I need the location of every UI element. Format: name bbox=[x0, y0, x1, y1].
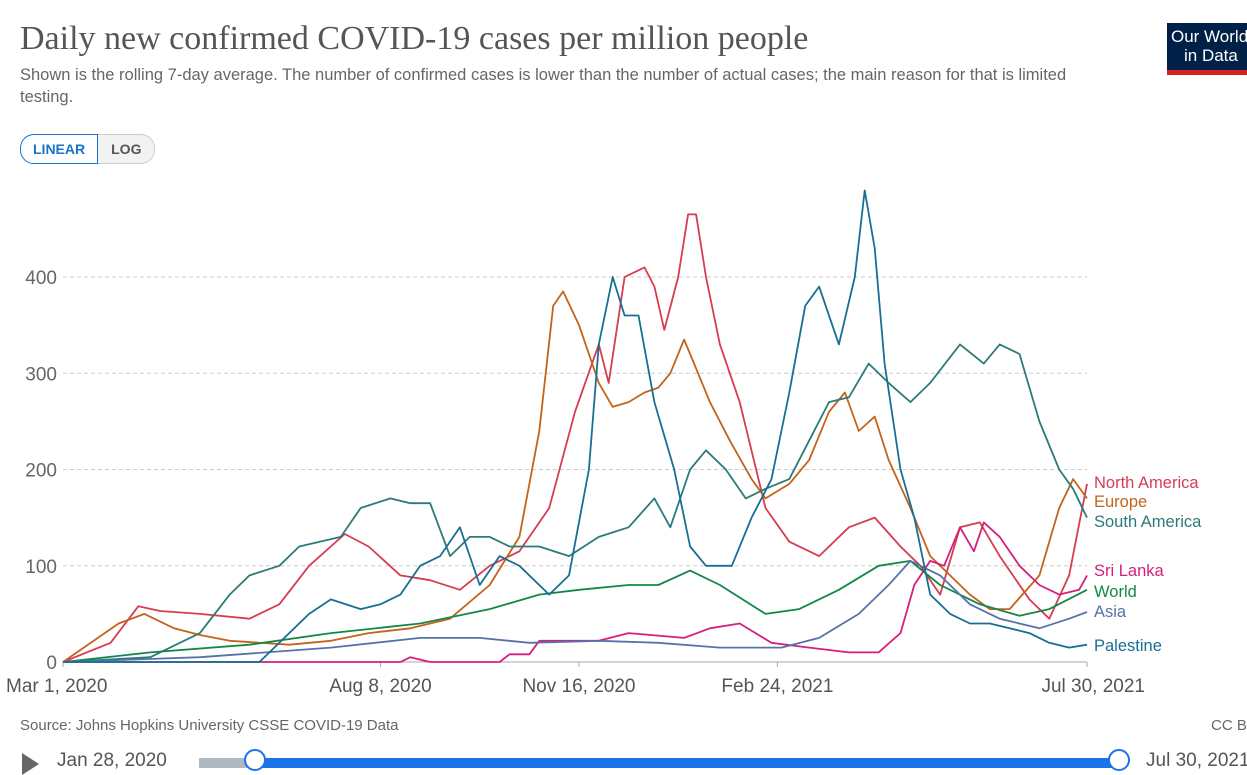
timeline-start-label: Jan 28, 2020 bbox=[57, 750, 167, 771]
series-line-south-america bbox=[62, 343, 1088, 663]
y-tick-label: 0 bbox=[46, 653, 57, 674]
license-link[interactable]: CC BY bbox=[1211, 717, 1247, 734]
x-tick-label: Nov 16, 2020 bbox=[522, 676, 635, 697]
series-line-palestine bbox=[63, 189, 1088, 663]
owid-logo[interactable]: Our World in Data bbox=[1167, 23, 1247, 75]
y-tick-label: 300 bbox=[25, 364, 57, 385]
series-label[interactable]: World bbox=[1094, 583, 1137, 601]
series-line-north-america bbox=[62, 213, 1088, 663]
chart-title: Daily new confirmed COVID-19 cases per m… bbox=[20, 20, 809, 57]
series-line-sri-lanka bbox=[63, 521, 1088, 663]
series-label[interactable]: Sri Lanka bbox=[1094, 562, 1165, 580]
series-line-europe bbox=[62, 290, 1088, 663]
log-button[interactable]: LOG bbox=[98, 134, 156, 164]
scale-toggle: LINEAR LOG bbox=[20, 134, 156, 164]
y-tick-label: 400 bbox=[25, 268, 57, 289]
series-line-asia bbox=[62, 560, 1088, 663]
linear-button[interactable]: LINEAR bbox=[20, 134, 99, 164]
chart-subtitle: Shown is the rolling 7-day average. The … bbox=[20, 66, 1067, 106]
x-tick-label: Aug 8, 2020 bbox=[329, 676, 431, 697]
logo-text: in Data bbox=[1184, 46, 1238, 65]
series-label[interactable]: Asia bbox=[1094, 603, 1127, 621]
y-tick-label: 200 bbox=[25, 461, 57, 482]
source-note[interactable]: Source: Johns Hopkins University CSSE CO… bbox=[20, 717, 399, 734]
timeline-selected-range[interactable] bbox=[254, 758, 1120, 768]
timeline-end-handle[interactable] bbox=[1108, 749, 1130, 771]
x-tick-label: Mar 1, 2020 bbox=[6, 676, 107, 697]
series-label[interactable]: South America bbox=[1094, 513, 1202, 531]
x-tick-label: Feb 24, 2021 bbox=[721, 676, 833, 697]
series-label[interactable]: Europe bbox=[1094, 493, 1147, 511]
logo-text: Our World bbox=[1171, 27, 1247, 46]
y-tick-label: 100 bbox=[25, 557, 57, 578]
timeline-end-label: Jul 30, 2021 bbox=[1146, 750, 1247, 771]
timeline-track[interactable] bbox=[199, 758, 259, 768]
series-label[interactable]: Palestine bbox=[1094, 637, 1162, 655]
x-tick-label: Jul 30, 2021 bbox=[1041, 676, 1145, 697]
timeline-start-handle[interactable] bbox=[244, 749, 266, 771]
series-label[interactable]: North America bbox=[1094, 474, 1199, 492]
play-icon[interactable] bbox=[22, 753, 39, 775]
